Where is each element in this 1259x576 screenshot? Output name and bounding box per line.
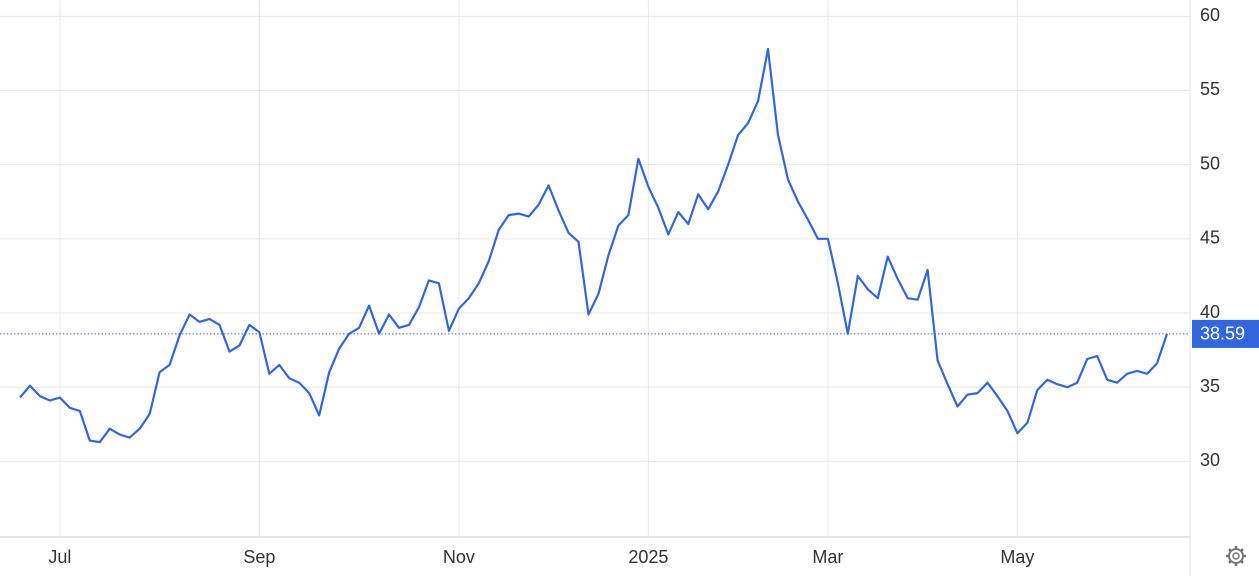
y-tick-label: 30 bbox=[1200, 450, 1220, 470]
settings-icon[interactable] bbox=[1226, 546, 1246, 566]
x-tick-label: Mar bbox=[812, 547, 843, 567]
gear-hub bbox=[1232, 552, 1240, 560]
gear-teeth bbox=[1226, 546, 1246, 566]
x-tick-label: Jul bbox=[48, 547, 71, 567]
last-value-label: 38.59 bbox=[1200, 324, 1245, 344]
y-tick-label: 35 bbox=[1200, 376, 1220, 396]
y-tick-label: 55 bbox=[1200, 79, 1220, 99]
x-tick-label: Nov bbox=[443, 547, 475, 567]
x-tick-label: 2025 bbox=[628, 547, 668, 567]
x-tick-label: May bbox=[1000, 547, 1034, 567]
last-value-box bbox=[1192, 319, 1259, 348]
y-tick-label: 60 bbox=[1200, 5, 1220, 25]
price-line bbox=[19, 47, 1169, 444]
x-tick-label: Sep bbox=[243, 547, 275, 567]
y-tick-label: 45 bbox=[1200, 228, 1220, 248]
y-tick-label: 50 bbox=[1200, 153, 1220, 173]
y-tick-label: 40 bbox=[1200, 302, 1220, 322]
